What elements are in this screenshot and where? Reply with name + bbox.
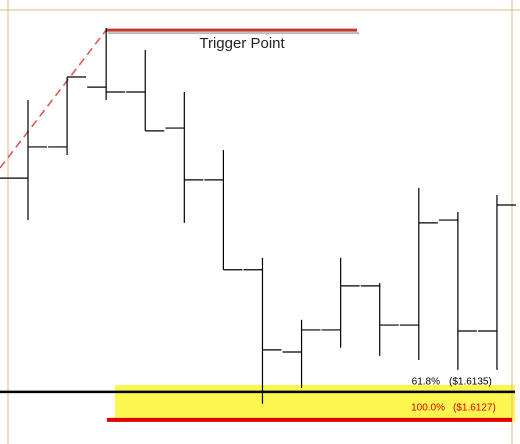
level-price: ($1.6127) [453,402,496,413]
level-label: 61.8% [412,377,440,388]
trendline [0,29,107,169]
level-label: 100.0% [411,402,445,413]
trigger-label: Trigger Point [199,35,285,52]
level-price: ($1.6135) [449,377,492,388]
plot [0,27,516,422]
